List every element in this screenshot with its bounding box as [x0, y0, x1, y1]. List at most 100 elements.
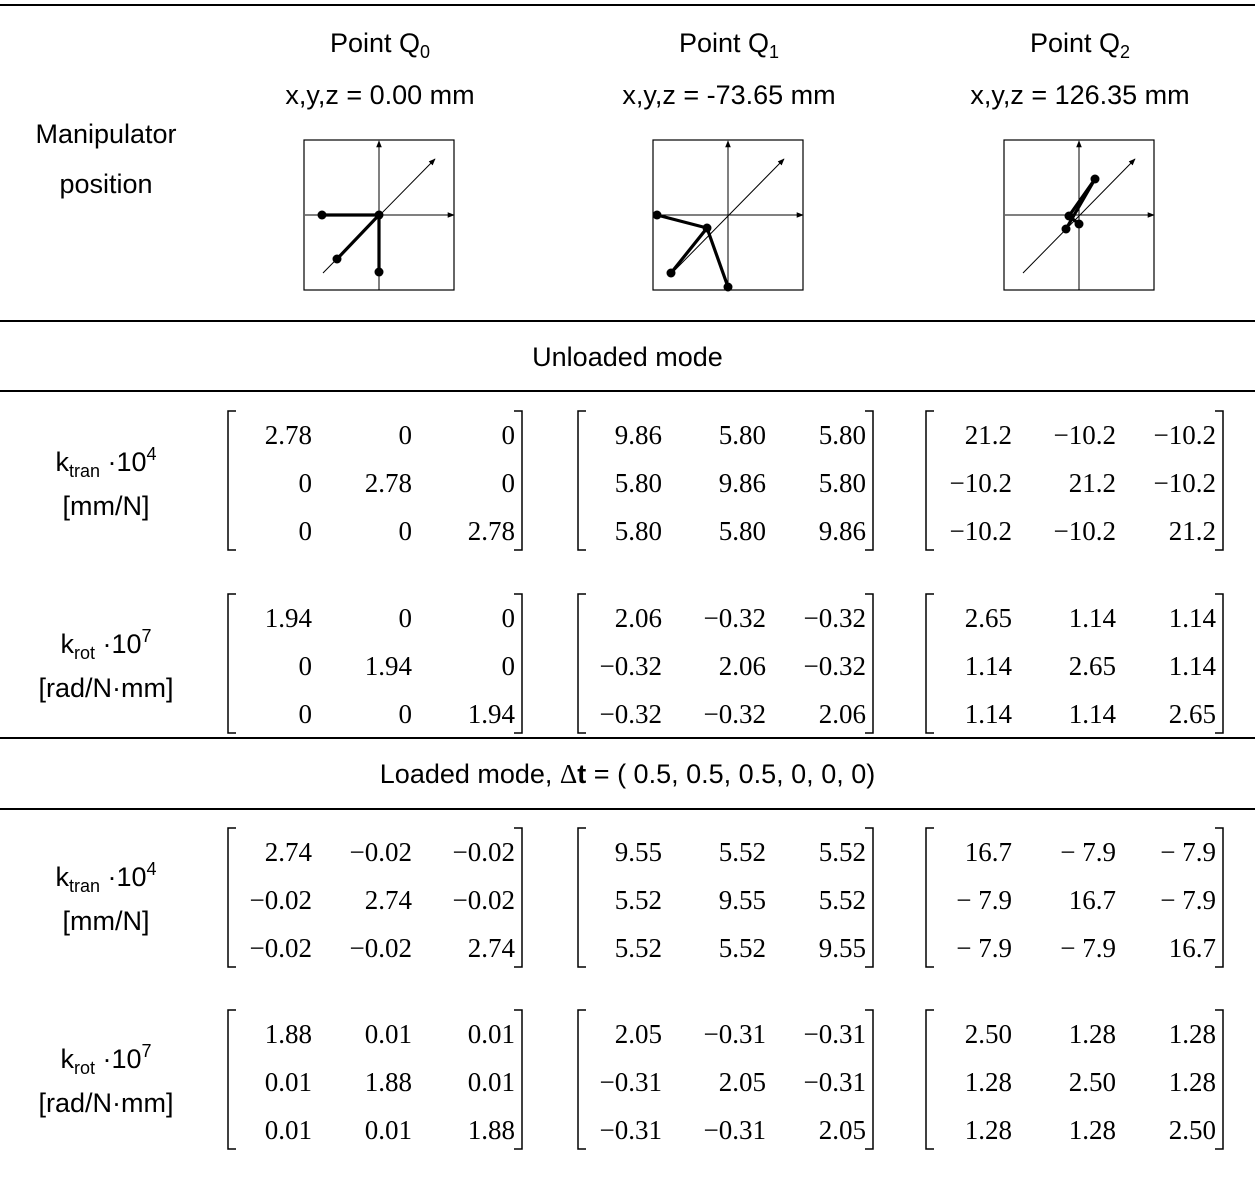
- manipulator-diagram-q0: [303, 139, 455, 291]
- left-bracket: [227, 827, 236, 968]
- matrix-s0-r1-q2: 2.65 1.14 1.14 1.14 2.65 1.14 1.14 1.14 2.65: [925, 593, 1224, 734]
- point-q2-header: Point Q2 x,y,z = 126.35 mm: [910, 30, 1250, 109]
- right-bracket: [865, 410, 874, 551]
- matrix-cell: 2.65: [1069, 651, 1116, 681]
- left-bracket: [925, 410, 934, 551]
- rule-after-unloaded-title: [0, 390, 1255, 392]
- matrix-cell: −0.31: [704, 1115, 766, 1145]
- manipulator-label-line1: Manipulator: [35, 119, 177, 149]
- matrix-cell: 5.52: [719, 933, 766, 963]
- matrix-cell: 9.86: [819, 516, 866, 546]
- left-bracket: [227, 410, 236, 551]
- matrix-cell: − 7.9: [1060, 933, 1116, 963]
- matrix-cell: −0.32: [804, 651, 866, 681]
- rule-before-loaded-title: [0, 737, 1255, 739]
- matrix-cell: 0: [399, 603, 413, 633]
- row-unit: [mm/N]: [62, 905, 150, 936]
- matrix-cell: 1.14: [965, 651, 1013, 681]
- matrix-s1-r1-q2: 2.50 1.28 1.28 1.28 2.50 1.28 1.28 1.28 2.50: [925, 1009, 1224, 1150]
- matrix-cell: −10.2: [950, 516, 1012, 546]
- matrix-cell: 5.80: [819, 420, 866, 450]
- matrix-cell: 2.05: [819, 1115, 866, 1145]
- row-label-krot-loaded: krot ·107 [rad/N·mm]: [0, 1041, 212, 1118]
- matrix-cell: −0.31: [600, 1067, 662, 1097]
- matrix-cell: 9.55: [615, 837, 662, 867]
- matrix-cell: 2.06: [819, 699, 866, 729]
- matrix-cell: 1.88: [365, 1067, 412, 1097]
- matrix-s1-r0-q0: 2.74 −0.02 −0.02 −0.02 2.74 −0.02 −0.02 −0.02 2.…: [227, 827, 523, 968]
- matrix-s1-r0-q1: 9.55 5.52 5.52 5.52 9.55 5.52 5.52 5.52 9.55: [577, 827, 874, 968]
- matrix-cell: − 7.9: [1160, 837, 1216, 867]
- matrix-cell: −0.02: [250, 885, 312, 915]
- left-bracket: [577, 593, 586, 734]
- matrix-cell: 0.01: [365, 1019, 412, 1049]
- matrix-cell: 0: [502, 603, 516, 633]
- point-q2-coords: x,y,z = 126.35 mm: [970, 80, 1190, 110]
- matrix-cell: 5.52: [615, 885, 662, 915]
- matrix-cell: 21.2: [1069, 468, 1116, 498]
- matrix-cell: 1.28: [1169, 1019, 1216, 1049]
- right-bracket: [865, 1009, 874, 1150]
- left-bracket: [227, 1009, 236, 1150]
- row-unit: [rad/N·mm]: [38, 672, 174, 703]
- manipulator-position-label: Manipulator position: [0, 119, 212, 199]
- matrix-cell: − 7.9: [1160, 885, 1216, 915]
- matrix-cell: 5.52: [615, 933, 662, 963]
- point-q1-header: Point Q1 x,y,z = -73.65 mm: [559, 30, 899, 109]
- manipulator-label-line2: position: [59, 168, 153, 199]
- right-bracket: [865, 827, 874, 968]
- row-unit: [rad/N·mm]: [38, 1087, 174, 1118]
- top-rule: [0, 4, 1255, 6]
- matrix-cell: 2.05: [615, 1019, 662, 1049]
- matrix-cell: 0.01: [365, 1115, 412, 1145]
- matrix-s1-r0-q2: 16.7 − 7.9 − 7.9 − 7.9 16.7 − 7.9 − 7.9 − 7.9 16…: [925, 827, 1224, 968]
- point-q1-title: Point Q1: [678, 28, 780, 62]
- matrix-cell: 0.01: [265, 1115, 312, 1145]
- matrix-cell: 1.14: [965, 699, 1013, 729]
- right-bracket: [514, 593, 523, 734]
- matrix-cell: −10.2: [1054, 516, 1116, 546]
- matrix-cell: 0: [399, 699, 413, 729]
- matrix-s0-r0-q2: 21.2 −10.2 −10.2 −10.2 21.2 −10.2 −10.2 −10.2 21…: [925, 410, 1224, 551]
- right-bracket: [1215, 827, 1224, 968]
- matrix-cell: 1.94: [365, 651, 413, 681]
- left-bracket: [227, 593, 236, 734]
- matrix-cell: −0.31: [804, 1067, 866, 1097]
- matrix-cell: −0.32: [804, 603, 866, 633]
- matrix-cell: 0: [399, 516, 413, 546]
- matrix-cell: 0.01: [265, 1067, 312, 1097]
- matrix-cell: 2.50: [1069, 1067, 1116, 1097]
- matrix-cell: 1.88: [265, 1019, 312, 1049]
- rule-after-position: [0, 320, 1255, 322]
- point-q2-title: Point Q2: [1029, 28, 1131, 62]
- point-q0-header: Point Q0 x,y,z = 0.00 mm: [210, 30, 550, 109]
- point-q1-coords: x,y,z = -73.65 mm: [622, 80, 836, 110]
- matrix-cell: 2.50: [965, 1019, 1012, 1049]
- left-bracket: [925, 593, 934, 734]
- matrix-cell: −10.2: [1154, 468, 1216, 498]
- matrix-cell: −0.31: [704, 1019, 766, 1049]
- matrix-cell: −0.32: [600, 699, 662, 729]
- row-label-ktran-unloaded: ktran ·104 [mm/N]: [0, 444, 212, 521]
- left-bracket: [925, 1009, 934, 1150]
- matrix-cell: 2.65: [1169, 699, 1216, 729]
- matrix-s0-r1-q1: 2.06 −0.32 −0.32 −0.32 2.06 −0.32 −0.32 −0.32 2.…: [577, 593, 874, 734]
- matrix-cell: 0.01: [468, 1067, 515, 1097]
- matrix-cell: 0.01: [468, 1019, 515, 1049]
- right-bracket: [514, 410, 523, 551]
- matrix-cell: 2.78: [365, 468, 412, 498]
- matrix-cell: 1.28: [965, 1115, 1012, 1145]
- matrix-cell: 0: [299, 699, 313, 729]
- matrix-cell: 9.86: [615, 420, 662, 450]
- left-bracket: [925, 827, 934, 968]
- matrix-cell: 2.78: [468, 516, 515, 546]
- left-bracket: [577, 410, 586, 551]
- matrix-cell: 21.2: [1169, 516, 1216, 546]
- matrix-cell: − 7.9: [956, 933, 1012, 963]
- matrix-cell: 1.14: [1169, 651, 1217, 681]
- matrix-s0-r0-q0: 2.78 0 0 0 2.78 0 0 0 2.78: [227, 410, 523, 551]
- matrix-cell: −10.2: [1054, 420, 1116, 450]
- matrix-cell: 0: [299, 516, 313, 546]
- matrix-cell: 5.52: [719, 837, 766, 867]
- matrix-cell: −10.2: [950, 468, 1012, 498]
